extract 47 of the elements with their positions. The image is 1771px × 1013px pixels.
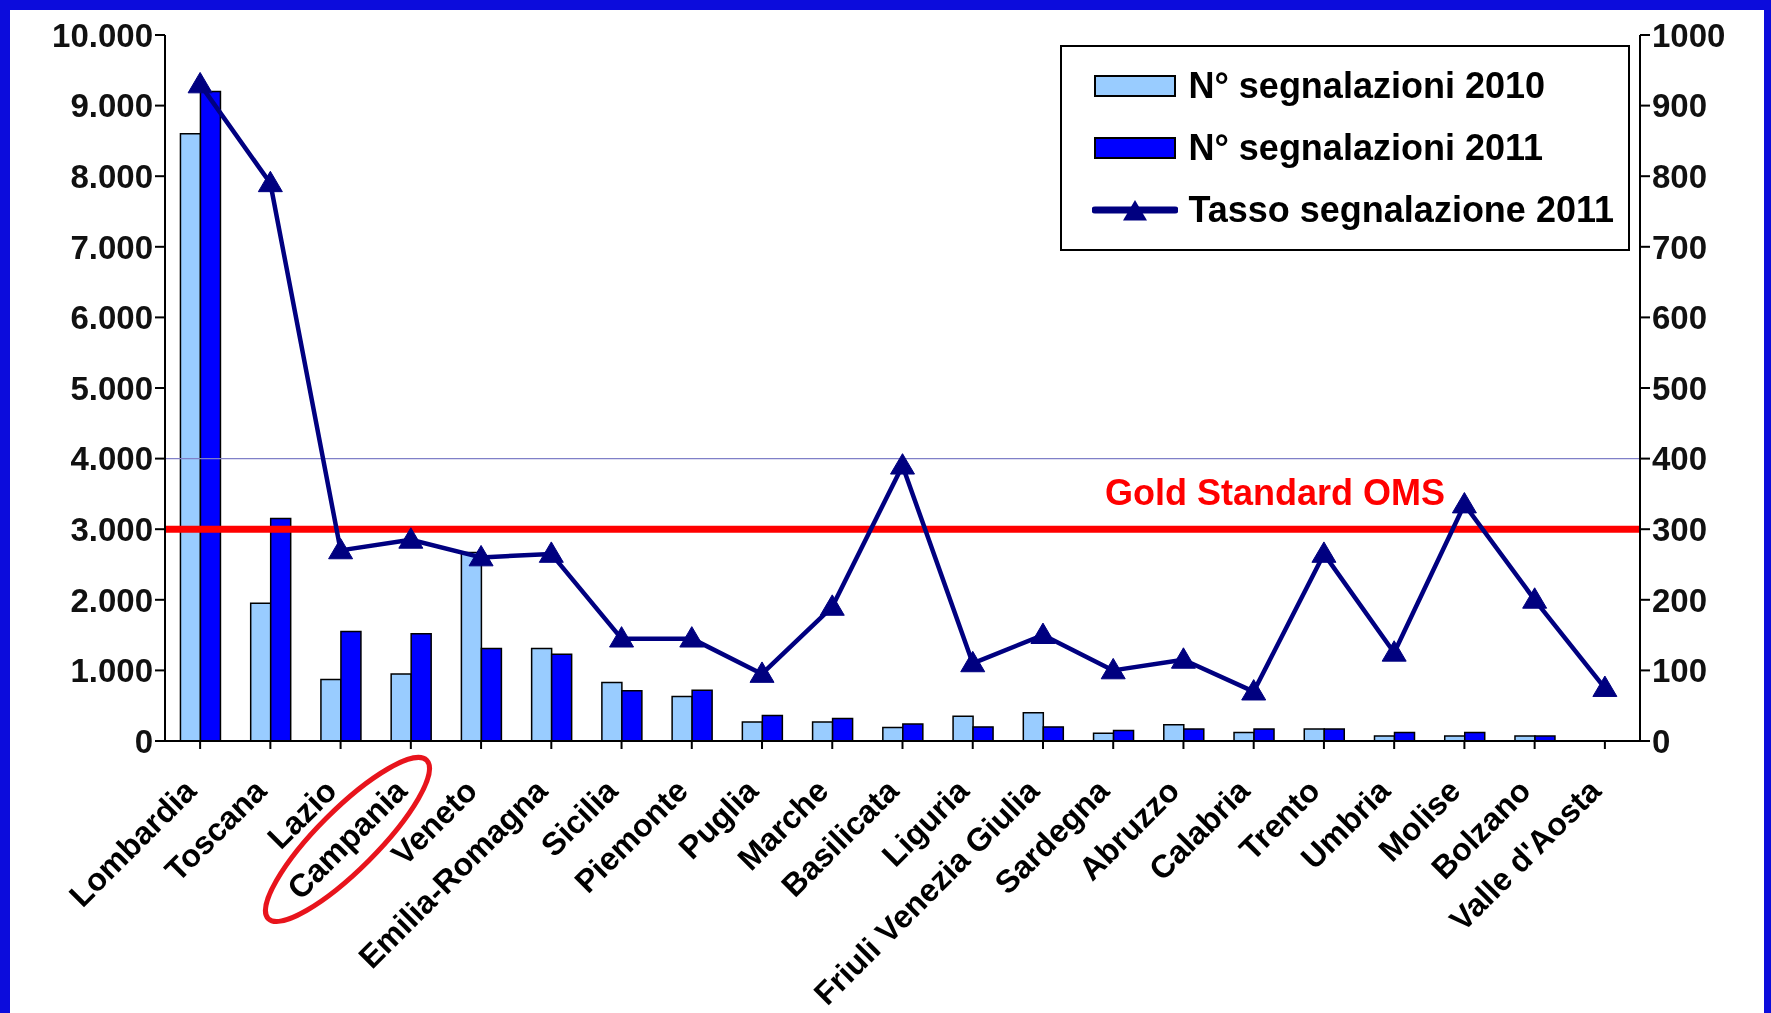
point bbox=[890, 453, 915, 475]
y2-tick-label: 400 bbox=[1652, 440, 1708, 478]
point bbox=[1030, 622, 1056, 644]
y2-tick-label: 500 bbox=[1652, 369, 1708, 407]
y-tick-label: 5.000 bbox=[70, 369, 153, 407]
y2-tick-label: 800 bbox=[1652, 157, 1708, 195]
y2-tick-label: 0 bbox=[1652, 722, 1671, 760]
point bbox=[1170, 647, 1196, 669]
ref-line-label: Gold Standard OMS bbox=[1104, 472, 1445, 514]
legend-label: Tasso segnalazione 2011 bbox=[1188, 189, 1614, 231]
point bbox=[1522, 587, 1548, 609]
y2-tick-label: 900 bbox=[1652, 87, 1708, 125]
y-tick-label: 8.000 bbox=[70, 157, 153, 195]
point bbox=[1381, 640, 1407, 662]
y-tick-label: 7.000 bbox=[70, 228, 153, 266]
y-tick-label: 0 bbox=[134, 722, 153, 760]
point bbox=[819, 594, 845, 616]
point bbox=[1592, 675, 1618, 697]
y-tick-label: 10.000 bbox=[52, 16, 153, 54]
point bbox=[257, 170, 283, 193]
y-tick-label: 1.000 bbox=[70, 652, 153, 690]
y2-tick-label: 300 bbox=[1652, 510, 1708, 548]
point bbox=[328, 537, 354, 560]
point bbox=[1311, 541, 1337, 563]
y-tick-label: 4.000 bbox=[70, 440, 153, 478]
y-tick-label: 3.000 bbox=[70, 510, 153, 548]
point bbox=[960, 650, 986, 673]
point bbox=[1451, 491, 1477, 514]
legend-label: N° segnalazioni 2010 bbox=[1188, 65, 1545, 107]
point bbox=[398, 527, 424, 549]
legend-label: N° segnalazioni 2011 bbox=[1188, 127, 1543, 169]
y2-tick-label: 1000 bbox=[1652, 16, 1726, 54]
point bbox=[609, 626, 635, 648]
point bbox=[749, 661, 775, 683]
point bbox=[1241, 679, 1267, 701]
y2-tick-label: 200 bbox=[1652, 581, 1708, 619]
y-tick-label: 9.000 bbox=[70, 87, 153, 125]
y-tick-label: 6.000 bbox=[70, 299, 153, 337]
point bbox=[679, 626, 705, 648]
point bbox=[1100, 657, 1126, 680]
point bbox=[468, 544, 494, 567]
point bbox=[538, 541, 564, 563]
y2-tick-label: 100 bbox=[1652, 652, 1708, 690]
point bbox=[187, 71, 213, 94]
y-tick-label: 2.000 bbox=[70, 581, 153, 619]
y2-tick-label: 600 bbox=[1652, 299, 1708, 337]
y2-tick-label: 700 bbox=[1652, 228, 1708, 266]
